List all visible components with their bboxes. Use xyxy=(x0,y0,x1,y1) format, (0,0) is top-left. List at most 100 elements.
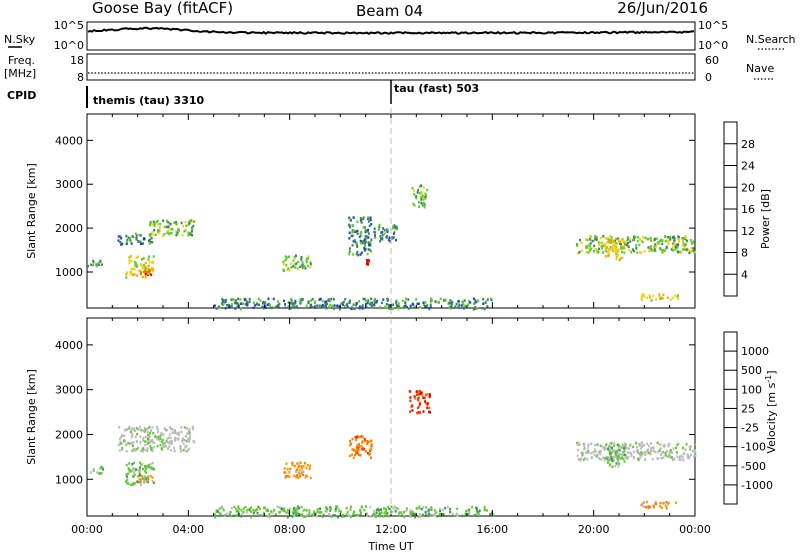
velocity-cell xyxy=(641,451,644,455)
velocity-cell xyxy=(644,451,647,454)
power-cell xyxy=(366,259,369,262)
velocity-cell xyxy=(692,455,695,458)
velocity-cell xyxy=(283,509,286,513)
velocity-cell xyxy=(216,510,219,513)
velocity-cell xyxy=(337,515,339,519)
power-cell xyxy=(300,258,303,261)
velocity-cell xyxy=(446,505,449,508)
velocity-cell xyxy=(295,470,298,473)
velocity-cell xyxy=(609,454,612,458)
velocity-cell xyxy=(616,456,618,460)
power-cell xyxy=(375,300,378,303)
velocity-cell xyxy=(138,478,141,481)
velocity-cell xyxy=(156,444,159,448)
power-cell xyxy=(129,236,132,240)
beam-title: Beam 04 xyxy=(356,2,423,20)
velocity-cell xyxy=(349,508,352,511)
power-cell xyxy=(352,253,355,256)
power-cell xyxy=(225,298,228,302)
velocity-cell xyxy=(391,510,394,513)
power-colorbar-tick-label: 8 xyxy=(741,247,748,260)
power-cell xyxy=(134,263,137,266)
power-cell xyxy=(420,196,423,199)
power-cell xyxy=(669,235,671,239)
velocity-cell xyxy=(361,435,364,439)
velocity-cell xyxy=(119,442,122,446)
power-cell xyxy=(141,275,144,279)
power-cell xyxy=(665,239,668,242)
power-cell xyxy=(658,295,661,298)
power-patch xyxy=(365,259,370,266)
velocity-cell xyxy=(594,443,597,447)
velocity-cell xyxy=(422,506,425,509)
velocity-cell xyxy=(121,446,124,450)
power-cell xyxy=(266,303,269,306)
velocity-cell xyxy=(157,435,160,438)
power-cell xyxy=(378,223,381,227)
power-cell xyxy=(165,219,168,223)
power-cell xyxy=(321,299,324,303)
velocity-cell xyxy=(351,453,354,456)
velocity-cell xyxy=(294,511,297,514)
velocity-cell xyxy=(259,507,261,511)
velocity-cell xyxy=(418,513,421,516)
velocity-cell xyxy=(426,406,429,409)
power-cell xyxy=(170,228,173,231)
velocity-cell xyxy=(358,445,361,448)
velocity-cell xyxy=(577,441,580,445)
velocity-cell xyxy=(649,452,652,456)
power-cell xyxy=(356,229,359,233)
velocity-cell xyxy=(250,510,253,513)
power-cell xyxy=(600,245,603,248)
power-cell xyxy=(435,300,438,304)
velocity-cell xyxy=(384,513,387,516)
power-cell xyxy=(680,251,683,255)
power-patch xyxy=(640,293,680,302)
velocity-cell xyxy=(143,469,146,473)
power-cell xyxy=(392,225,394,228)
velocity-cell xyxy=(266,508,269,511)
velocity-cell xyxy=(659,501,662,505)
power-cell xyxy=(684,237,687,241)
power-cell xyxy=(630,251,633,254)
velocity-cell xyxy=(426,402,429,405)
velocity-cell xyxy=(320,511,323,514)
velocity-cell xyxy=(582,442,585,446)
power-cell xyxy=(661,239,664,242)
velocity-cell xyxy=(98,472,101,475)
velocity-cell xyxy=(300,505,303,509)
velocity-xtick-label: 00:00 xyxy=(71,523,103,536)
velocity-cell xyxy=(395,507,398,510)
power-cell xyxy=(387,238,390,242)
power-cell xyxy=(148,255,151,258)
power-cell xyxy=(418,205,420,208)
power-cell xyxy=(129,239,132,243)
velocity-cell xyxy=(242,510,245,514)
velocity-colorbar-tick-label: -500 xyxy=(741,460,766,473)
velocity-cell xyxy=(413,395,416,398)
power-cell xyxy=(147,269,150,272)
nsky-tick-low: 10^0 xyxy=(54,39,84,52)
power-cell xyxy=(607,247,610,251)
power-cell xyxy=(148,260,151,263)
velocity-cell xyxy=(252,508,255,512)
power-cell xyxy=(176,231,179,235)
power-cell xyxy=(301,263,304,267)
power-cell xyxy=(422,198,425,201)
power-cell xyxy=(162,219,165,222)
power-cell xyxy=(163,225,166,229)
power-cell xyxy=(690,241,693,244)
velocity-cell xyxy=(343,514,346,518)
power-cell xyxy=(604,255,607,258)
velocity-cell xyxy=(148,438,151,442)
power-cell xyxy=(370,238,373,241)
power-cell xyxy=(579,238,582,242)
power-cell xyxy=(589,238,592,242)
velocity-cell xyxy=(620,446,623,449)
power-cell xyxy=(420,201,423,205)
velocity-cell xyxy=(173,449,176,453)
power-cell xyxy=(482,302,485,305)
power-cell xyxy=(688,249,691,253)
velocity-cell xyxy=(592,450,595,454)
